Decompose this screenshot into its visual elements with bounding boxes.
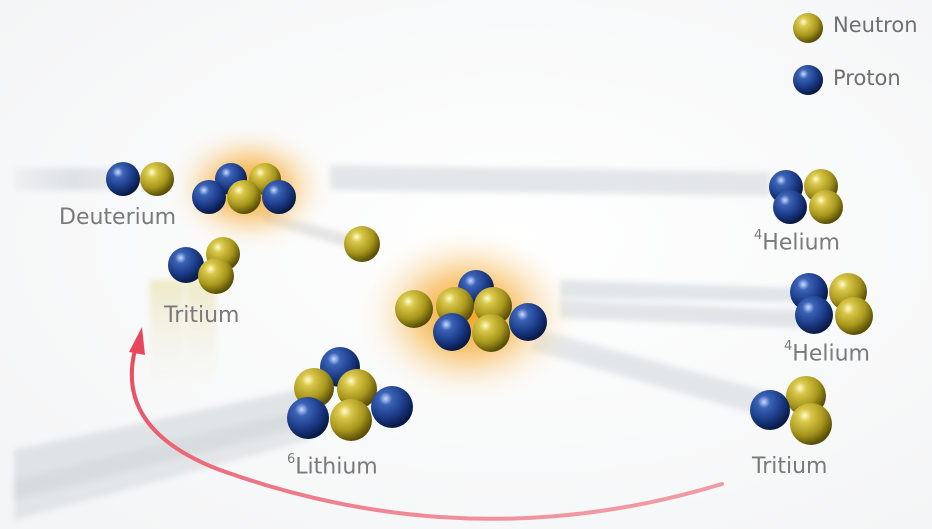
tritium-nucleus-left [168, 237, 240, 294]
helium-4-nucleus-top [769, 169, 843, 224]
free-neutron [344, 226, 380, 262]
deuterium-nucleus [106, 162, 174, 196]
helium-4-nucleus-middle [790, 273, 873, 335]
tritium-left-label: Tritium [164, 303, 240, 328]
helium-mid-mass-number: 4 [784, 339, 793, 354]
tritium-right-label: Tritium [752, 454, 828, 479]
motion-streaks [14, 165, 800, 520]
helium-top-mass-number: 4 [754, 228, 763, 243]
lithium-mass-number: 6 [287, 452, 296, 467]
helium-top-label: 4Helium [754, 228, 840, 256]
lithium-name: Lithium [295, 454, 378, 480]
legend-neutron-label: Neutron [833, 13, 918, 37]
lithium-6-nucleus [287, 347, 413, 441]
helium-top-name: Helium [762, 230, 840, 256]
deuterium-label: Deuterium [59, 205, 177, 230]
lithium-label: 6Lithium [287, 452, 378, 480]
helium-mid-name: Helium [792, 341, 870, 367]
helium-mid-label: 4Helium [784, 339, 870, 367]
cycle-arrow [129, 327, 724, 521]
tritium-nucleus-right [750, 376, 832, 445]
legend [793, 13, 823, 95]
legend-neutron-icon [793, 13, 823, 43]
fusion-cluster-1 [192, 163, 296, 214]
fusion-cluster-2 [395, 270, 547, 352]
legend-proton-label: Proton [833, 66, 901, 90]
legend-proton-icon [793, 65, 823, 95]
